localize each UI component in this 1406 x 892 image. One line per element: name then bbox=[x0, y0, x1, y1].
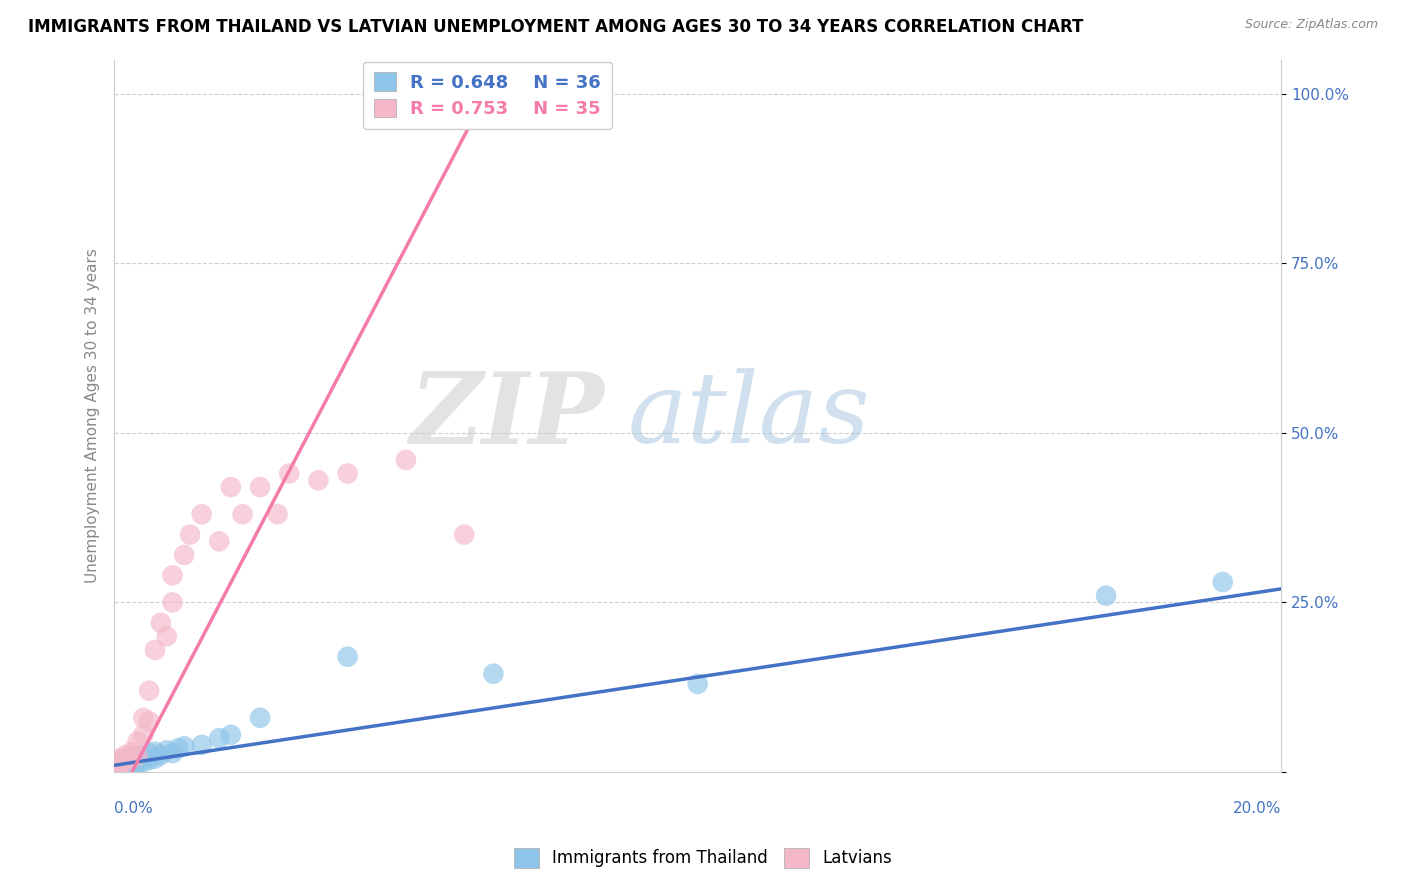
Point bbox=[208, 731, 231, 746]
Point bbox=[219, 728, 242, 742]
Point bbox=[179, 527, 201, 541]
Point bbox=[121, 751, 143, 765]
Point bbox=[162, 568, 184, 582]
Point bbox=[127, 753, 149, 767]
Point bbox=[108, 758, 131, 772]
Point bbox=[108, 751, 131, 765]
Point bbox=[121, 750, 143, 764]
Point bbox=[111, 753, 134, 767]
Point bbox=[156, 743, 179, 757]
Point bbox=[115, 758, 138, 772]
Text: ZIP: ZIP bbox=[409, 368, 605, 464]
Point bbox=[115, 755, 138, 769]
Point bbox=[190, 738, 212, 752]
Point bbox=[149, 615, 172, 630]
Point bbox=[143, 745, 166, 759]
Legend: Immigrants from Thailand, Latvians: Immigrants from Thailand, Latvians bbox=[508, 841, 898, 875]
Point bbox=[138, 683, 160, 698]
Point bbox=[162, 595, 184, 609]
Point bbox=[143, 643, 166, 657]
Y-axis label: Unemployment Among Ages 30 to 34 years: Unemployment Among Ages 30 to 34 years bbox=[86, 248, 100, 583]
Point bbox=[108, 762, 131, 776]
Text: Source: ZipAtlas.com: Source: ZipAtlas.com bbox=[1244, 18, 1378, 31]
Point bbox=[173, 548, 195, 562]
Text: 0.0%: 0.0% bbox=[114, 801, 153, 815]
Text: atlas: atlas bbox=[627, 368, 870, 464]
Point bbox=[156, 629, 179, 643]
Point bbox=[266, 507, 288, 521]
Point bbox=[108, 755, 131, 769]
Point bbox=[121, 745, 143, 759]
Point bbox=[453, 527, 475, 541]
Point bbox=[127, 756, 149, 771]
Point bbox=[105, 759, 128, 773]
Point bbox=[395, 453, 418, 467]
Point bbox=[249, 480, 271, 494]
Point bbox=[208, 534, 231, 549]
Point bbox=[482, 666, 505, 681]
Point bbox=[1095, 589, 1118, 603]
Point bbox=[111, 759, 134, 773]
Point bbox=[105, 758, 128, 772]
Point bbox=[108, 756, 131, 771]
Point bbox=[162, 746, 184, 760]
Text: 20.0%: 20.0% bbox=[1233, 801, 1281, 815]
Point bbox=[686, 677, 709, 691]
Point bbox=[278, 467, 301, 481]
Point bbox=[336, 467, 359, 481]
Point bbox=[108, 755, 131, 769]
Point bbox=[138, 714, 160, 729]
Point bbox=[104, 762, 127, 776]
Point bbox=[121, 755, 143, 769]
Point bbox=[118, 755, 141, 769]
Point bbox=[219, 480, 242, 494]
Legend: R = 0.648    N = 36, R = 0.753    N = 35: R = 0.648 N = 36, R = 0.753 N = 35 bbox=[363, 62, 612, 129]
Point bbox=[114, 756, 136, 771]
Point bbox=[190, 507, 212, 521]
Point bbox=[132, 711, 155, 725]
Point bbox=[167, 741, 190, 756]
Point bbox=[1212, 575, 1234, 590]
Point bbox=[104, 759, 127, 773]
Point bbox=[132, 750, 155, 764]
Point bbox=[143, 751, 166, 765]
Point bbox=[249, 711, 271, 725]
Point bbox=[336, 649, 359, 664]
Point bbox=[232, 507, 254, 521]
Point bbox=[132, 755, 155, 769]
Point bbox=[307, 473, 329, 487]
Text: IMMIGRANTS FROM THAILAND VS LATVIAN UNEMPLOYMENT AMONG AGES 30 TO 34 YEARS CORRE: IMMIGRANTS FROM THAILAND VS LATVIAN UNEM… bbox=[28, 18, 1084, 36]
Point bbox=[127, 734, 149, 748]
Point bbox=[149, 748, 172, 763]
Point bbox=[482, 100, 505, 114]
Point bbox=[138, 746, 160, 760]
Point bbox=[115, 753, 138, 767]
Point bbox=[121, 759, 143, 773]
Point bbox=[138, 753, 160, 767]
Point bbox=[127, 748, 149, 763]
Point bbox=[132, 728, 155, 742]
Point bbox=[127, 748, 149, 763]
Point bbox=[115, 748, 138, 763]
Point bbox=[173, 739, 195, 754]
